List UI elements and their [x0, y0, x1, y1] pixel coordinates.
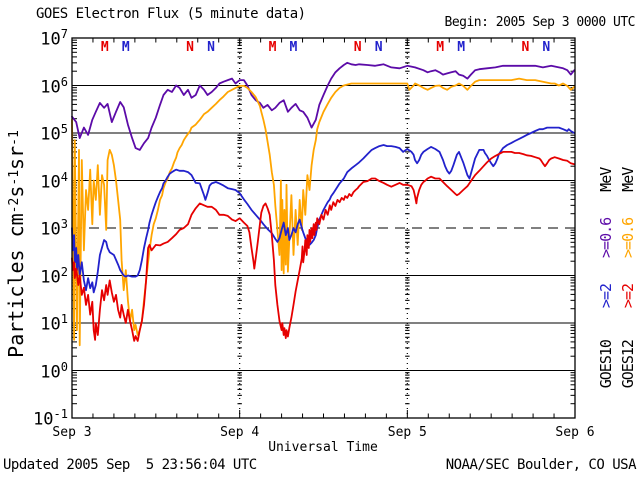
- y-tick-label: 105: [0, 122, 68, 145]
- noon-marker: N: [374, 40, 383, 55]
- x-tick-label: Sep 5: [387, 425, 427, 440]
- legend-goes10-ge2-mev: >=2: [597, 283, 615, 309]
- legend-goes12-ge2-mev: >=2: [619, 283, 637, 309]
- y-tick-exponent: 5: [60, 122, 68, 136]
- midnight-marker: M: [289, 40, 298, 55]
- legend-goes12-satellite: GOES12: [619, 340, 637, 389]
- legend-goes12-mev-unit: MeV: [619, 167, 637, 192]
- noon-marker: N: [542, 40, 551, 55]
- y-tick-exponent: 6: [60, 74, 68, 89]
- flux-series-goes10_e2: [71, 126, 576, 294]
- y-tick-exponent: 1: [60, 312, 68, 326]
- page-title: GOES Electron Flux (5 minute data): [36, 6, 306, 22]
- legend-goes10: GOES10 >=2 >=0.6 MeV: [597, 148, 615, 408]
- y-tick-mantissa: 10: [40, 314, 61, 335]
- noon-marker: N: [207, 40, 215, 55]
- y-tick-mantissa: 10: [40, 219, 61, 240]
- flux-series-goes10_e06: [71, 61, 576, 151]
- y-tick-label: 102: [0, 264, 68, 288]
- flux-series-goes12_e2: [71, 150, 576, 342]
- y-tick-label: 107: [0, 27, 68, 50]
- y-axis-title-sup: -2: [6, 197, 22, 214]
- midnight-marker: M: [268, 40, 277, 55]
- legend-goes12: GOES12 >=2 >=0.6 MeV: [619, 148, 637, 408]
- x-tick-label: Sep 3: [52, 425, 92, 440]
- noon-marker: N: [186, 40, 194, 55]
- x-tick-label: Sep 4: [220, 425, 260, 440]
- legend-goes10-ge06-mev: >=0.6: [597, 217, 615, 258]
- legend-goes10-satellite: GOES10: [597, 340, 615, 389]
- midnight-marker: M: [100, 40, 109, 55]
- source-credit: NOAA/SEC Boulder, CO USA: [445, 457, 637, 473]
- x-tick-label: Sep 6: [555, 425, 595, 440]
- y-tick-mantissa: 10: [40, 124, 61, 145]
- updated-timestamp: Updated 2005 Sep 5 23:56:04 UTC: [3, 457, 257, 473]
- y-tick-exponent: 4: [60, 169, 68, 184]
- plot-frame: [71, 37, 576, 419]
- y-tick-label: 10-1: [0, 407, 68, 430]
- begin-timestamp: Begin: 2005 Sep 3 0000 UTC: [444, 15, 636, 30]
- y-axis-title-text: sr: [4, 145, 28, 170]
- y-tick-exponent: -1: [53, 407, 68, 421]
- legend-goes10-mev-unit: MeV: [597, 167, 615, 192]
- noon-marker: N: [353, 40, 362, 55]
- y-tick-label: 100: [0, 359, 68, 383]
- y-tick-exponent: 2: [60, 264, 68, 279]
- y-tick-mantissa: 10: [40, 29, 61, 50]
- midnight-marker: M: [121, 40, 130, 55]
- midnight-marker: M: [457, 40, 466, 55]
- y-tick-mantissa: 10: [40, 77, 61, 98]
- noon-marker: N: [521, 40, 530, 55]
- y-tick-exponent: 3: [60, 217, 68, 231]
- y-tick-label: 106: [0, 74, 68, 98]
- legend-goes12-ge06-mev: >=0.6: [619, 217, 637, 258]
- x-axis-title: Universal Time: [268, 440, 378, 455]
- y-tick-mantissa: 10: [40, 172, 61, 193]
- y-tick-exponent: 0: [60, 359, 68, 374]
- y-tick-mantissa: 10: [40, 362, 61, 383]
- y-tick-label: 103: [0, 217, 68, 240]
- y-tick-mantissa: 10: [40, 267, 61, 288]
- y-tick-exponent: 7: [60, 27, 68, 41]
- midnight-marker: M: [436, 40, 445, 55]
- flux-series-goes12_e06: [71, 77, 576, 347]
- y-tick-mantissa: 10: [33, 409, 54, 430]
- y-tick-label: 104: [0, 169, 68, 193]
- y-tick-label: 101: [0, 312, 68, 335]
